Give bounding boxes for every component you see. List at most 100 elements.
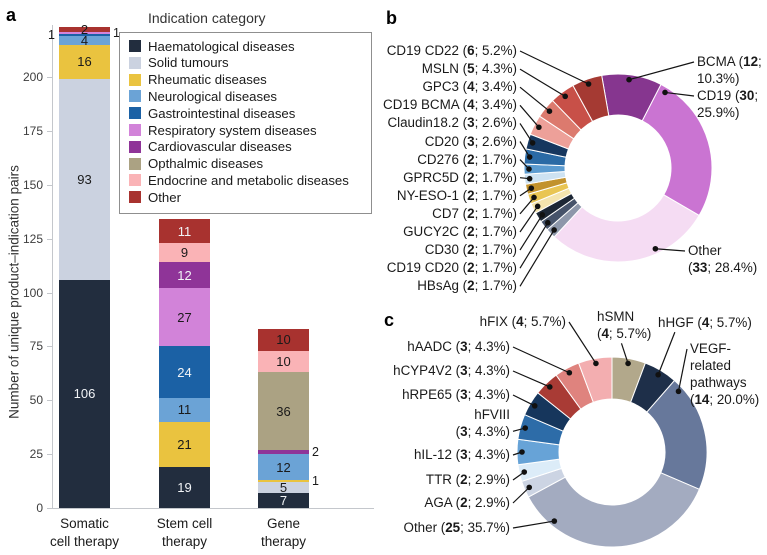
donut-slice-cd19-bcma (529, 115, 575, 150)
bar-segment (59, 31, 110, 34)
y-tick-mark (47, 346, 52, 348)
donut-slice-label: CD20 (3; 2.6%) (424, 133, 517, 149)
bar-segment: 2 (59, 23, 110, 36)
bar-value-label: 11 (177, 402, 192, 418)
donut-slice-hfix (577, 356, 613, 404)
leader-dot (546, 108, 553, 115)
bar-value-label: 12 (177, 267, 192, 283)
donut-slice-label: AGA (2; 2.9%) (424, 495, 510, 510)
leader-line (519, 86, 550, 112)
leader-line (512, 486, 530, 504)
leader-line (512, 394, 536, 407)
bar-segment: 12 (258, 454, 309, 480)
donut-slice-ny-eso-1 (524, 176, 568, 195)
legend-item-label: Gastrointestinal diseases (148, 105, 296, 121)
y-tick-label: 75 (29, 339, 43, 354)
donut-slice-cd276 (523, 163, 566, 175)
donut-slice-label: MSLN (5; 4.3%) (421, 61, 517, 77)
leader-dot (675, 388, 682, 395)
donut-slice-label: NY-ESO-1 (2; 1.7%) (396, 187, 517, 203)
y-tick-mark (47, 508, 52, 509)
donut-slice-label: CD30 (2; 1.7%) (424, 242, 517, 258)
leader-dot (551, 518, 558, 524)
leader-line (519, 177, 530, 180)
bar-value-label: 19 (177, 480, 192, 496)
donut-slice-haadc (555, 362, 595, 410)
donut-slice-bcma (601, 73, 662, 122)
donut-slice-label: hAADC (3; 4.3%) (407, 339, 510, 354)
leader-dot (526, 166, 532, 172)
donut-slice-label: hSMN (4; 5.7%) (597, 309, 652, 342)
y-tick-mark (47, 292, 52, 294)
donut-slice-label: GPRC5D (2; 1.7%) (403, 169, 517, 185)
bar-segment: 10 (258, 350, 309, 373)
donut-slice-aga (521, 467, 567, 498)
leader-line (620, 343, 629, 364)
bar-segment: 12 (159, 262, 210, 289)
bar-value-label: 27 (177, 309, 192, 325)
bar-segment (258, 479, 309, 483)
panel-letter-c: c (384, 310, 395, 330)
legend-item: Cardiovascular diseases (129, 139, 292, 154)
bar-value-callout: 1 (312, 474, 319, 489)
bar-segment: 4 (59, 34, 110, 47)
donut-slice-hrpe65 (523, 392, 572, 432)
donut-slice-label: CD19 (30; 25.9%) (697, 88, 759, 121)
y-tick-mark (47, 238, 52, 240)
leader-dot (566, 369, 573, 376)
leader-dot (531, 403, 538, 409)
donut-slice-hcyp4v2 (537, 374, 582, 420)
panel-letter-b: b (386, 8, 397, 28)
leader-line (657, 331, 676, 375)
donut-slice-ttr (517, 458, 563, 482)
leader-line (519, 229, 555, 287)
bar-value-label: 2 (80, 22, 89, 38)
donut-slice-label: Other (33; 28.4%) (688, 243, 758, 276)
leader-line (512, 471, 525, 481)
leader-line (512, 520, 555, 529)
x-category-label: Stem cell therapy (156, 516, 213, 550)
donut-slice-label: GUCY2C (2; 1.7%) (403, 224, 517, 239)
donut-slice-label: hHGF (4; 5.7%) (658, 315, 752, 330)
legend-item: Other (129, 189, 181, 205)
bar-segment: 5 (258, 481, 309, 494)
leader-dot (539, 211, 546, 218)
y-tick-mark (47, 77, 52, 78)
y-tick-label: 125 (22, 231, 43, 246)
legend-item: Respiratory system diseases (129, 123, 317, 138)
leader-line (519, 197, 535, 215)
leader-line (519, 222, 549, 269)
donut-slice-label: VEGF-related pathways (14; 20.0%) (690, 341, 760, 408)
bar-segment: 36 (258, 372, 309, 450)
y-tick-label: 150 (22, 177, 43, 192)
legend-item-label: Other (148, 189, 181, 205)
bar-segment: 106 (59, 279, 110, 508)
donut-slice-label: hRPE65 (3; 4.3%) (402, 387, 510, 402)
leader-dot (585, 81, 592, 87)
y-tick-mark (47, 130, 52, 132)
legend-swatch (129, 140, 141, 153)
x-axis-line (52, 508, 374, 509)
donut-slice-label: hFIX (4; 5.7%) (479, 314, 566, 329)
leader-line (628, 61, 695, 81)
bar-segment: 11 (159, 219, 210, 243)
leader-line (677, 348, 688, 392)
leader-line (519, 214, 543, 251)
leader-dot (545, 219, 551, 226)
leader-dot (625, 360, 631, 367)
leader-line (519, 205, 539, 233)
donut-slice-other (553, 194, 700, 263)
leader-line (512, 427, 526, 432)
donut-slice-label: CD19 CD22 (6; 5.2%) (386, 43, 517, 58)
donut-slice-label: HBsAg (2; 1.7%) (417, 278, 517, 294)
legend-item: Rheumatic diseases (129, 72, 267, 87)
leader-line (519, 187, 532, 197)
leader-dot (526, 484, 533, 491)
donut-slice-hbsag (546, 202, 583, 238)
bar-segment: 19 (159, 467, 210, 508)
donut-slice-label: Other (25; 35.7%) (403, 520, 510, 535)
leader-line (512, 370, 551, 388)
donut-slice-label: CD276 (2; 1.7%) (417, 151, 517, 167)
leader-dot (626, 76, 632, 83)
